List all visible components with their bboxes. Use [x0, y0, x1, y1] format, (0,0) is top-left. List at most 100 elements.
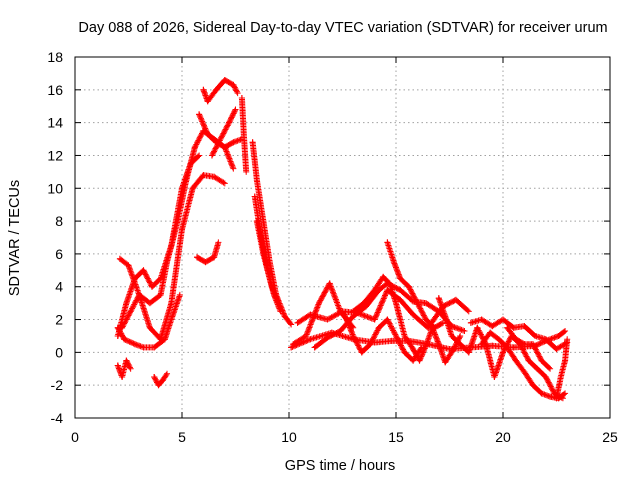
- data-point: [538, 357, 545, 364]
- data-point: [478, 316, 485, 323]
- data-point: [275, 300, 282, 307]
- data-point: [562, 357, 569, 364]
- series-trace: [467, 317, 484, 326]
- data-point: [114, 324, 121, 331]
- data-point: [159, 377, 166, 384]
- data-point: [489, 323, 496, 330]
- y-tick-label: 12: [47, 147, 63, 163]
- data-point: [121, 336, 128, 343]
- data-point: [213, 86, 220, 93]
- x-tick-label: 5: [178, 429, 186, 445]
- data-point: [136, 291, 143, 298]
- data-point: [337, 328, 344, 335]
- data-point: [268, 283, 275, 290]
- data-point: [179, 226, 185, 233]
- data-point: [241, 136, 248, 143]
- data-point: [384, 239, 391, 246]
- data-point: [350, 308, 357, 315]
- series-arc-24: [478, 329, 569, 402]
- y-tick-label: 10: [47, 180, 63, 196]
- data-point: [202, 259, 209, 266]
- data-point: [149, 283, 156, 290]
- data-point: [500, 349, 506, 356]
- y-tick-label: 18: [47, 49, 63, 65]
- series-arc-10: [193, 239, 222, 266]
- series-arc-03: [119, 127, 237, 331]
- data-point: [562, 328, 569, 335]
- data-point: [232, 106, 239, 113]
- series-arc-16: [288, 328, 569, 353]
- y-tick-label: 4: [55, 279, 63, 295]
- series-arc-26: [553, 336, 571, 402]
- data-point: [146, 324, 153, 331]
- data-point: [478, 341, 485, 348]
- data-layer: [114, 76, 571, 402]
- data-point: [260, 218, 267, 225]
- data-point: [157, 291, 164, 298]
- data-point: [435, 295, 442, 302]
- data-point: [542, 336, 549, 343]
- data-point: [465, 349, 472, 356]
- data-point: [422, 316, 429, 323]
- series-arc-06: [151, 370, 171, 389]
- series-arc-12: [249, 139, 295, 328]
- data-point: [339, 308, 346, 315]
- data-point: [553, 346, 560, 353]
- data-point: [525, 357, 532, 364]
- data-point: [461, 328, 468, 335]
- data-point: [204, 131, 211, 138]
- series-arc-11: [238, 95, 250, 175]
- data-point: [249, 139, 256, 146]
- data-point: [500, 316, 506, 323]
- data-point: [491, 373, 498, 380]
- data-point: [510, 324, 517, 331]
- data-point: [521, 323, 528, 330]
- data-point: [277, 308, 284, 315]
- data-point: [294, 319, 301, 326]
- data-point: [371, 287, 378, 294]
- data-point: [174, 218, 181, 225]
- data-point: [380, 273, 387, 280]
- y-tick-label: 14: [47, 115, 63, 131]
- series-arc-05: [114, 357, 134, 380]
- data-point: [307, 336, 314, 343]
- data-point: [303, 332, 310, 339]
- data-point: [397, 296, 404, 303]
- data-point: [288, 344, 295, 351]
- y-tick-label: 0: [55, 344, 63, 360]
- series-trace: [238, 95, 247, 141]
- data-point: [315, 300, 322, 307]
- x-tick-label: 10: [281, 429, 297, 445]
- series-arc-21: [384, 239, 447, 331]
- data-point: [221, 180, 228, 187]
- y-tick-label: -2: [51, 377, 64, 393]
- series-trace: [249, 139, 260, 182]
- data-point: [489, 342, 496, 349]
- data-point: [442, 359, 449, 366]
- data-point: [495, 336, 502, 343]
- data-point: [410, 357, 417, 364]
- data-point: [324, 334, 331, 341]
- data-point: [397, 287, 404, 294]
- data-point: [140, 344, 147, 351]
- series-trace: [384, 239, 397, 264]
- y-tick-label: -4: [51, 410, 64, 426]
- data-point: [529, 382, 536, 389]
- data-point: [193, 254, 200, 261]
- data-point: [125, 262, 132, 269]
- data-point: [386, 280, 393, 287]
- data-point: [114, 362, 121, 369]
- data-point: [234, 90, 241, 97]
- data-point: [176, 291, 183, 298]
- series-arc-04: [114, 291, 183, 351]
- data-point: [467, 319, 474, 326]
- data-point: [465, 308, 472, 315]
- x-axis-title: GPS time / hours: [285, 458, 395, 474]
- x-tick-label: 25: [602, 429, 618, 445]
- data-point: [183, 177, 190, 184]
- data-point: [155, 382, 162, 389]
- data-point: [164, 370, 171, 377]
- data-point: [457, 341, 464, 348]
- data-point: [358, 349, 365, 356]
- data-point: [127, 365, 134, 372]
